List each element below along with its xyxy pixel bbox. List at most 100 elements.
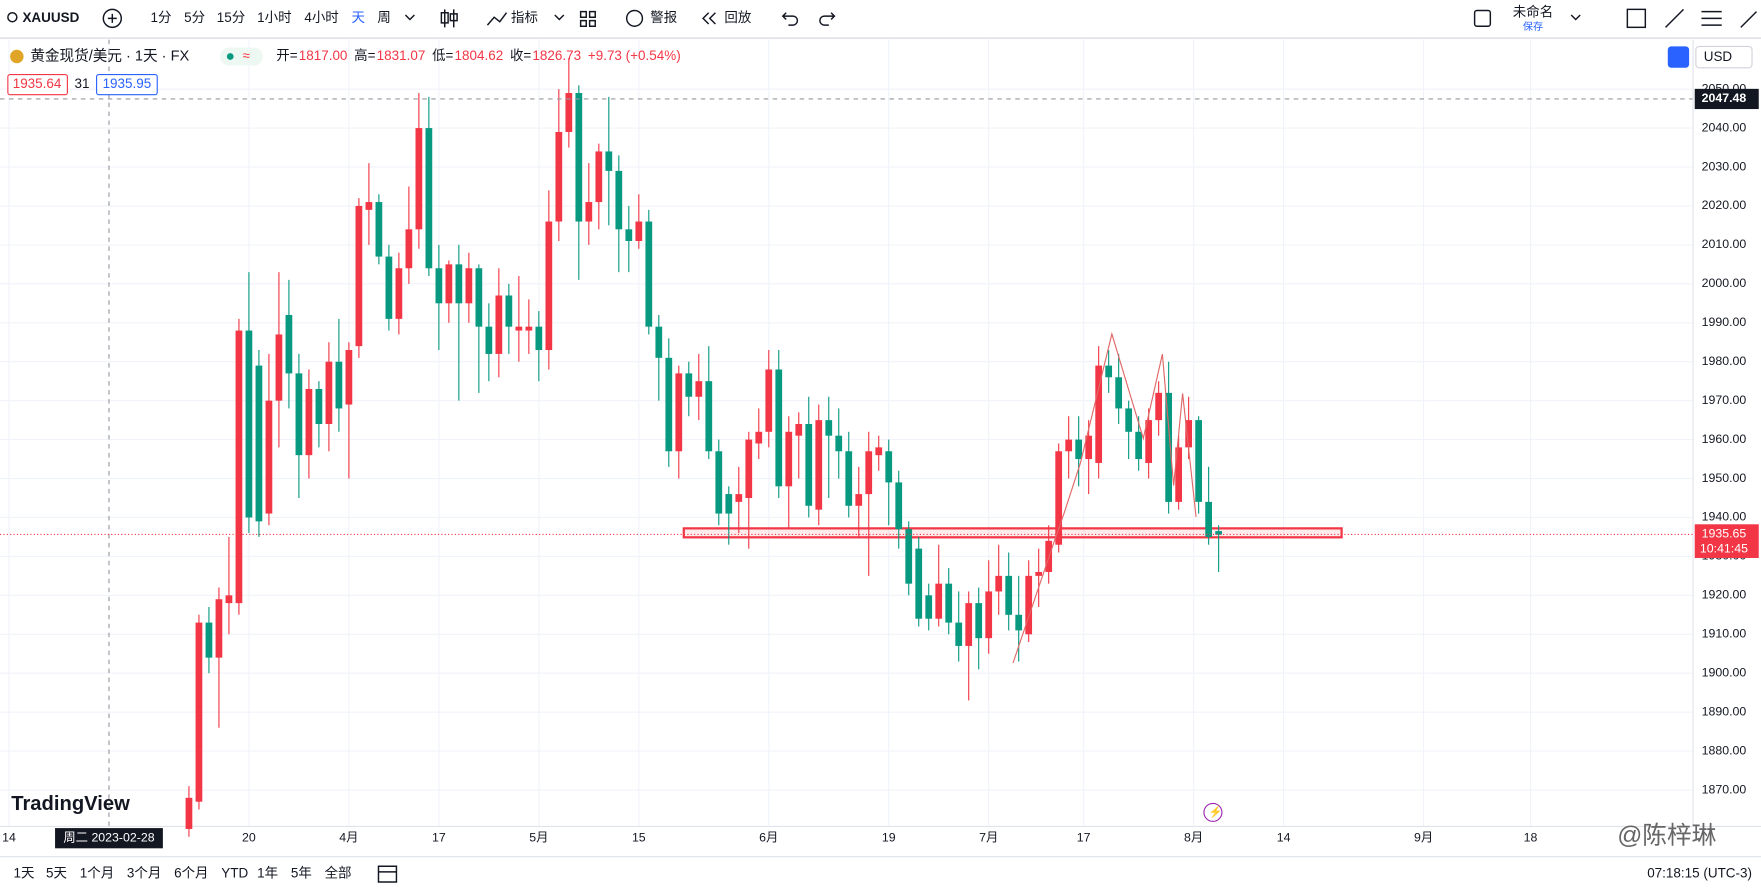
- range[interactable]: 6个月: [174, 866, 208, 881]
- range[interactable]: YTD: [221, 866, 248, 881]
- layout-toggle[interactable]: [1473, 9, 1492, 27]
- currency-box[interactable]: [1695, 45, 1753, 69]
- auto-scale[interactable]: [1667, 46, 1690, 68]
- crosshair-y-badge: [1694, 88, 1759, 110]
- x-tick-label: 14: [1277, 830, 1291, 844]
- interval[interactable]: 1分: [150, 10, 171, 25]
- alert-icon[interactable]: [625, 9, 644, 27]
- ohlc-label: 低=: [432, 48, 453, 63]
- x-tick-label: 19: [882, 830, 896, 844]
- undo[interactable]: [781, 12, 799, 26]
- candle-body: [1105, 365, 1113, 378]
- crosshair-x-label: 周二 2023-02-28: [63, 830, 154, 844]
- candle-body: [345, 350, 353, 405]
- alert[interactable]: 警报: [650, 10, 677, 25]
- candle-body: [545, 221, 553, 351]
- replay-icon[interactable]: [702, 12, 716, 25]
- chevron[interactable]: [554, 14, 565, 21]
- sell-box[interactable]: [7, 73, 68, 96]
- candle-body: [755, 431, 763, 444]
- interval[interactable]: 15分: [217, 10, 245, 25]
- ohlc-change: +9.73 (+0.54%): [588, 48, 681, 63]
- candle-body: [1185, 420, 1193, 448]
- y-tick-label: 2030.00: [1702, 159, 1747, 173]
- range[interactable]: 1个月: [80, 866, 114, 881]
- interval[interactable]: 4小时: [304, 10, 338, 25]
- tool-fib[interactable]: [1701, 10, 1722, 26]
- buy-price[interactable]: 1935.95: [103, 76, 152, 91]
- interval[interactable]: 周: [377, 10, 390, 25]
- replay[interactable]: 回放: [724, 10, 751, 25]
- candle-body: [1065, 439, 1073, 452]
- clock[interactable]: 07:18:15 (UTC-3): [1647, 866, 1752, 881]
- interval-active[interactable]: 天: [352, 10, 365, 25]
- y-tick-label: 1870.00: [1702, 782, 1747, 796]
- layout-name[interactable]: 未命名: [1513, 3, 1553, 19]
- x-tick-label: 6月: [759, 830, 778, 844]
- tool-brush[interactable]: [1740, 11, 1758, 28]
- candle-body: [985, 591, 993, 639]
- chevron[interactable]: [1570, 14, 1581, 21]
- sell-price[interactable]: 1935.64: [13, 76, 62, 91]
- candle-body: [245, 330, 253, 518]
- candle-body: [185, 797, 193, 829]
- range[interactable]: 全部: [325, 865, 352, 881]
- search-icon[interactable]: [7, 12, 18, 23]
- candle-body: [725, 494, 733, 514]
- currency[interactable]: USD: [1704, 49, 1733, 64]
- candle-body: [685, 373, 693, 397]
- indicator-icon[interactable]: [486, 12, 508, 26]
- range[interactable]: 5年: [291, 866, 312, 881]
- buy-box[interactable]: [96, 73, 158, 96]
- candle-body: [635, 221, 643, 241]
- candle-body: [955, 622, 963, 646]
- candle-body: [415, 128, 423, 230]
- interval[interactable]: 1小时: [257, 10, 291, 25]
- tool-line[interactable]: [1665, 8, 1685, 28]
- symbol-icon: [10, 49, 24, 64]
- candle-body: [1125, 408, 1133, 432]
- candle-body: [425, 128, 433, 269]
- redo[interactable]: [819, 12, 836, 26]
- candle-body: [915, 548, 923, 619]
- ohlc-label: 开=: [276, 48, 297, 63]
- candle-body: [385, 256, 393, 319]
- chart-type-icon[interactable]: [440, 9, 458, 28]
- interval[interactable]: 5分: [184, 10, 205, 25]
- layout-icon[interactable]: [579, 10, 596, 27]
- candle-body: [655, 326, 663, 358]
- candle-body: [1145, 420, 1153, 463]
- range[interactable]: 1年: [257, 866, 278, 881]
- spread: 31: [74, 76, 89, 91]
- range[interactable]: 5天: [46, 866, 67, 881]
- candle-body: [225, 595, 233, 604]
- watermark: @陈梓琳: [1617, 822, 1716, 850]
- candle-body: [485, 326, 493, 354]
- candle-body: [665, 357, 673, 452]
- indicators[interactable]: 指标: [511, 10, 538, 25]
- candle-body: [1015, 614, 1023, 631]
- candle-body: [525, 326, 533, 331]
- candle-body: [765, 369, 773, 432]
- save[interactable]: 保存: [1523, 20, 1543, 33]
- candle-body: [905, 529, 913, 584]
- candle-body: [365, 202, 373, 210]
- candle-body: [675, 373, 683, 452]
- y-tick-label: 2020.00: [1702, 198, 1747, 212]
- add-symbol[interactable]: [102, 8, 123, 29]
- tool-rect[interactable]: [1626, 8, 1647, 29]
- event-marker[interactable]: [1203, 802, 1223, 822]
- candle-body: [1155, 392, 1163, 421]
- date-range-icon[interactable]: [377, 865, 398, 883]
- x-tick-label: 7月: [979, 830, 998, 844]
- chevron[interactable]: [404, 14, 415, 21]
- candle-body: [1205, 501, 1213, 537]
- x-tick-label: 15: [632, 830, 646, 844]
- symbol[interactable]: XAUUSD: [22, 10, 79, 25]
- range[interactable]: 1天: [13, 866, 34, 881]
- range[interactable]: 3个月: [127, 866, 161, 881]
- y-tick-label: 1950.00: [1702, 471, 1747, 485]
- candle-body: [305, 388, 313, 456]
- candle-body: [885, 451, 893, 483]
- ohlc-label: 收=: [510, 48, 531, 63]
